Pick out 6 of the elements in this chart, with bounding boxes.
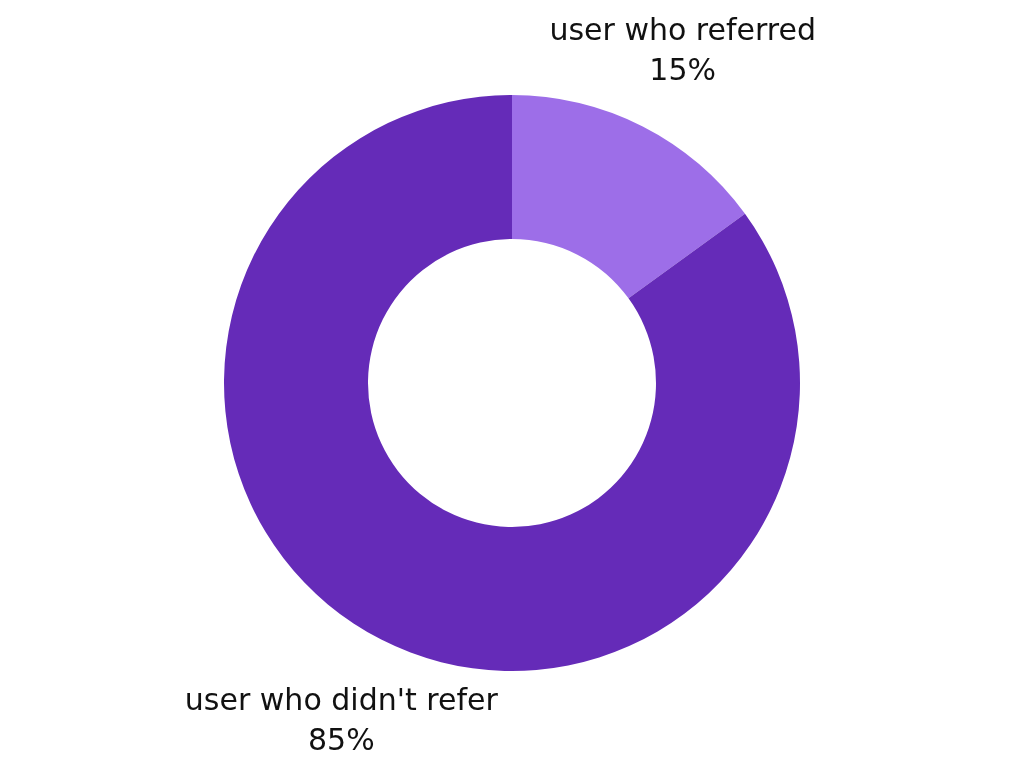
donut-slice xyxy=(224,95,800,671)
slice-label: user who referred xyxy=(549,11,816,47)
donut-slice xyxy=(512,95,745,299)
data-label: 85% xyxy=(307,722,375,758)
data-label: 15% xyxy=(649,51,717,87)
slice-label: user who didn't refer xyxy=(184,682,499,718)
